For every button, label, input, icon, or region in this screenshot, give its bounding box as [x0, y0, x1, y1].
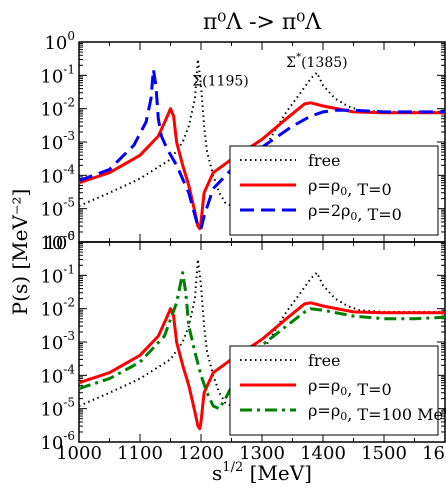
- legend-label: ρ=ρ0, T=100 MeV: [308, 401, 446, 424]
- x-tick-label: 1400: [300, 443, 346, 464]
- x-tick-label: 1600: [422, 443, 446, 464]
- y-tick-label: 10-2: [40, 296, 75, 321]
- legend-label: ρ=ρ0, T=0: [308, 376, 392, 399]
- y-tick-label: 100: [44, 229, 75, 254]
- y-tick-label: 10-2: [40, 96, 75, 121]
- x-tick-label: 1300: [239, 443, 285, 464]
- legend-box: [229, 145, 439, 236]
- x-tick-label: 1000: [56, 443, 102, 464]
- annotation: Σ(1195): [192, 73, 248, 89]
- y-tick-label: 10-5: [40, 396, 75, 421]
- chart-panel-top: 10-6 10-5 10-4 10-3 10-2 10-1 100 Σ(1195) Σ*(138…: [40, 29, 446, 254]
- y-tick-label: 100: [44, 29, 75, 54]
- series-line: [79, 301, 445, 431]
- y-tick-label: 10-1: [40, 262, 75, 287]
- series-line: [79, 258, 445, 407]
- annotation: Σ*(1385): [286, 52, 347, 71]
- y-axis-label: P(s) [MeV⁻²]: [8, 189, 32, 316]
- legend-label: free: [308, 351, 341, 370]
- series-line: [79, 68, 445, 231]
- chart-panel-bottom: 10-6 10-5 10-4 10-3 10-2 10-1 100 1000 1100 1200 1…: [40, 229, 446, 464]
- legend-label: ρ=ρ0, T=0: [308, 176, 392, 199]
- y-tick-label: 10-3: [40, 329, 75, 354]
- legend: free ρ=ρ0, T=0ρ=ρ0, T=100 MeV: [229, 345, 446, 436]
- y-tick-label: 10-6: [40, 229, 75, 254]
- x-tick-label: 1500: [361, 443, 407, 464]
- series-group: [79, 58, 445, 231]
- legend-label: free: [308, 151, 341, 170]
- y-tick-label: 10-4: [40, 162, 75, 187]
- y-tick-label: 10-6: [40, 429, 75, 454]
- y-tick-label: 10-3: [40, 129, 75, 154]
- y-tick-label: 10-5: [40, 196, 75, 221]
- series-line: [79, 271, 445, 411]
- x-axis-label: s1/2 [MeV]: [212, 460, 312, 485]
- chart-title: π⁰Λ -> π⁰Λ: [203, 10, 322, 35]
- x-tick-label: 1200: [178, 443, 224, 464]
- y-tick-label: 10-4: [40, 362, 75, 387]
- legend-label: ρ=2ρ0, T=0: [308, 201, 402, 224]
- legend-box: [229, 345, 439, 436]
- y-tick-label: 10-1: [40, 62, 75, 87]
- legend: free ρ=ρ0, T=0ρ=2ρ0, T=0: [229, 145, 439, 236]
- series-line: [79, 58, 445, 207]
- x-tick-label: 1100: [117, 443, 163, 464]
- series-group: [79, 258, 445, 431]
